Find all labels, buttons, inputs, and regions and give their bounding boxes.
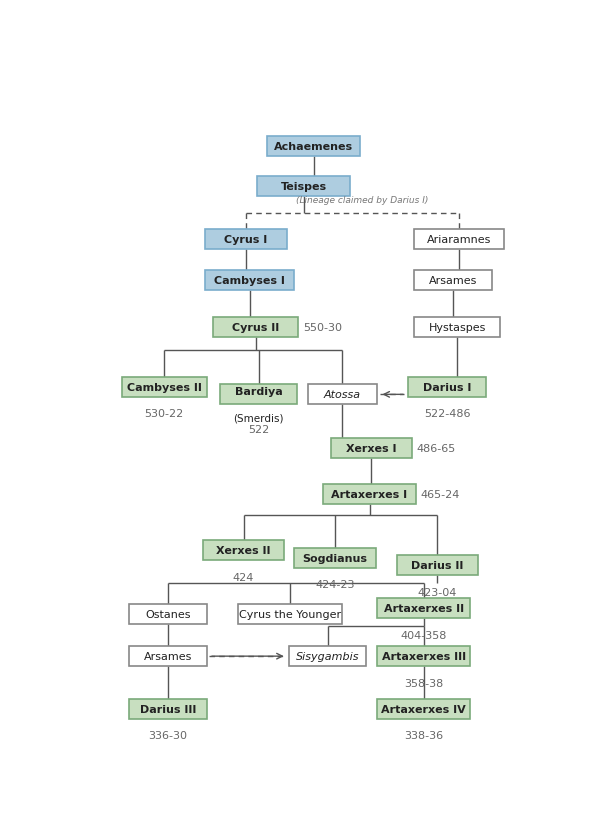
Text: 550-30: 550-30	[303, 322, 342, 332]
Text: (Lineage claimed by Darius I): (Lineage claimed by Darius I)	[296, 196, 428, 205]
FancyBboxPatch shape	[205, 271, 295, 291]
Text: Artaxerxes II: Artaxerxes II	[383, 604, 464, 614]
Text: Cyrus II: Cyrus II	[232, 322, 279, 332]
Text: Cambyses II: Cambyses II	[127, 382, 202, 392]
FancyBboxPatch shape	[397, 556, 478, 576]
Text: Xerxes I: Xerxes I	[346, 444, 397, 454]
Text: Arsames: Arsames	[429, 276, 478, 286]
Text: Sisygambis: Sisygambis	[296, 651, 359, 661]
FancyBboxPatch shape	[408, 377, 486, 397]
Text: Bardiya: Bardiya	[235, 387, 283, 397]
FancyBboxPatch shape	[415, 317, 500, 337]
Text: Arsames: Arsames	[144, 651, 192, 661]
Text: Cambyses I: Cambyses I	[214, 276, 285, 286]
Text: Cyrus I: Cyrus I	[224, 235, 268, 244]
Text: Achaemenes: Achaemenes	[274, 141, 353, 151]
FancyBboxPatch shape	[220, 385, 298, 405]
Text: Teispes: Teispes	[281, 182, 326, 192]
Text: Ostanes: Ostanes	[145, 609, 191, 619]
Text: Darius III: Darius III	[140, 704, 196, 714]
Text: Ariaramnes: Ariaramnes	[427, 235, 491, 244]
FancyBboxPatch shape	[267, 136, 360, 156]
Text: Cyrus the Younger: Cyrus the Younger	[239, 609, 341, 619]
FancyBboxPatch shape	[323, 484, 416, 504]
FancyBboxPatch shape	[213, 317, 298, 337]
FancyBboxPatch shape	[295, 548, 376, 568]
Text: 530-22: 530-22	[145, 409, 184, 419]
FancyBboxPatch shape	[415, 271, 492, 291]
Text: 424-23: 424-23	[315, 579, 355, 589]
Text: 424: 424	[233, 572, 254, 582]
FancyBboxPatch shape	[129, 699, 207, 719]
Text: Sogdianus: Sogdianus	[302, 553, 368, 563]
Text: 522-486: 522-486	[424, 409, 470, 419]
FancyBboxPatch shape	[129, 646, 207, 666]
Text: 336-30: 336-30	[149, 731, 187, 740]
Text: 404-358: 404-358	[401, 630, 447, 640]
FancyBboxPatch shape	[331, 439, 412, 459]
Text: Hystaspes: Hystaspes	[428, 322, 486, 332]
FancyBboxPatch shape	[377, 699, 470, 719]
Text: 338-36: 338-36	[404, 731, 443, 740]
FancyBboxPatch shape	[308, 385, 377, 405]
Text: 358-38: 358-38	[404, 678, 443, 688]
FancyBboxPatch shape	[377, 599, 470, 619]
FancyBboxPatch shape	[129, 604, 207, 624]
Text: Darius II: Darius II	[411, 561, 464, 571]
Text: Darius I: Darius I	[423, 382, 471, 392]
FancyBboxPatch shape	[257, 177, 350, 197]
FancyBboxPatch shape	[238, 604, 343, 624]
Text: Artaxerxes I: Artaxerxes I	[331, 489, 407, 499]
FancyBboxPatch shape	[205, 230, 287, 249]
FancyBboxPatch shape	[289, 646, 367, 666]
Text: 465-24: 465-24	[421, 489, 460, 499]
Text: 486-65: 486-65	[417, 444, 456, 454]
Text: Artaxerxes IV: Artaxerxes IV	[382, 704, 466, 714]
Text: Artaxerxes III: Artaxerxes III	[382, 651, 466, 661]
FancyBboxPatch shape	[203, 540, 284, 560]
FancyBboxPatch shape	[377, 646, 470, 666]
Text: (Smerdis): (Smerdis)	[233, 413, 284, 422]
Text: Xerxes II: Xerxes II	[217, 545, 271, 555]
FancyBboxPatch shape	[415, 230, 503, 249]
Text: 423-04: 423-04	[418, 587, 457, 597]
FancyBboxPatch shape	[121, 377, 207, 397]
Text: 522: 522	[248, 424, 269, 434]
Text: Atossa: Atossa	[324, 390, 361, 400]
